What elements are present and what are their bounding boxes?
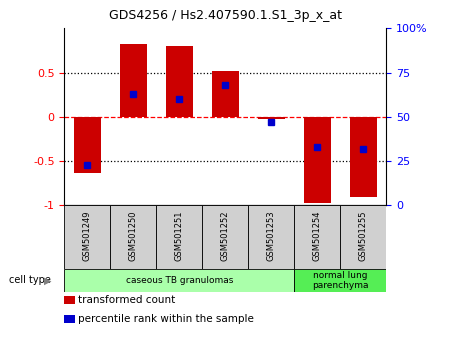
Text: percentile rank within the sample: percentile rank within the sample bbox=[78, 314, 253, 324]
Bar bbox=[73, 117, 101, 172]
Text: ▶: ▶ bbox=[44, 275, 51, 285]
Bar bbox=[303, 117, 330, 202]
Text: GSM501250: GSM501250 bbox=[129, 210, 138, 261]
FancyBboxPatch shape bbox=[156, 205, 202, 269]
Bar bbox=[211, 71, 239, 117]
FancyBboxPatch shape bbox=[248, 205, 294, 269]
FancyBboxPatch shape bbox=[294, 269, 386, 292]
Text: cell type: cell type bbox=[9, 275, 51, 285]
Text: GSM501255: GSM501255 bbox=[358, 210, 367, 261]
Bar bbox=[349, 117, 376, 198]
Text: GSM501253: GSM501253 bbox=[266, 210, 275, 261]
FancyBboxPatch shape bbox=[340, 205, 386, 269]
Text: GSM501252: GSM501252 bbox=[220, 210, 230, 261]
FancyBboxPatch shape bbox=[110, 205, 156, 269]
FancyBboxPatch shape bbox=[294, 205, 340, 269]
Text: normal lung
parenchyma: normal lung parenchyma bbox=[312, 271, 368, 290]
Text: GSM501251: GSM501251 bbox=[174, 210, 184, 261]
Text: caseous TB granulomas: caseous TB granulomas bbox=[125, 276, 233, 285]
Bar bbox=[165, 46, 193, 117]
Bar bbox=[257, 117, 285, 120]
FancyBboxPatch shape bbox=[64, 269, 294, 292]
Text: GSM501249: GSM501249 bbox=[83, 210, 92, 261]
Bar bbox=[119, 44, 147, 117]
Text: GSM501254: GSM501254 bbox=[312, 210, 321, 261]
Text: transformed count: transformed count bbox=[78, 295, 175, 305]
FancyBboxPatch shape bbox=[202, 205, 248, 269]
FancyBboxPatch shape bbox=[64, 205, 110, 269]
Text: GDS4256 / Hs2.407590.1.S1_3p_x_at: GDS4256 / Hs2.407590.1.S1_3p_x_at bbox=[109, 9, 341, 22]
